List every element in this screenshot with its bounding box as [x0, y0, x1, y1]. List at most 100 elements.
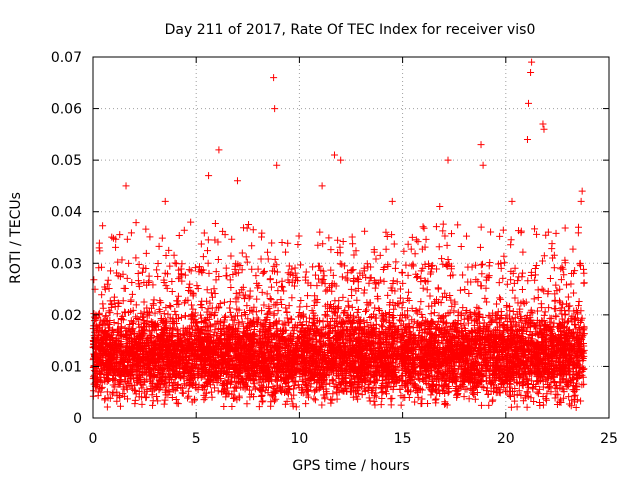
data-point [167, 303, 175, 311]
data-point [159, 380, 167, 388]
data-point [180, 226, 188, 234]
data-point [538, 257, 546, 265]
data-point [189, 305, 197, 313]
data-point [302, 268, 310, 276]
data-point [155, 242, 163, 250]
data-point [575, 324, 583, 332]
data-point [172, 311, 180, 319]
data-point [513, 391, 521, 399]
data-point [372, 280, 380, 288]
data-point [189, 312, 197, 320]
data-point [280, 368, 288, 376]
data-point [259, 397, 267, 405]
data-point [416, 376, 424, 384]
data-point [176, 368, 184, 376]
data-point [229, 271, 237, 278]
data-point [545, 304, 553, 312]
data-point [503, 311, 511, 319]
data-point [198, 297, 206, 305]
data-point [447, 296, 455, 304]
data-point [302, 400, 310, 408]
data-point [396, 294, 404, 302]
data-point [434, 284, 442, 292]
data-point [303, 325, 311, 333]
data-point [149, 281, 157, 289]
data-point [328, 376, 336, 384]
data-point [204, 305, 212, 313]
data-point [396, 285, 404, 293]
data-point [399, 279, 407, 287]
data-point [235, 318, 243, 326]
data-point [577, 328, 585, 336]
data-point [556, 285, 564, 293]
data-point [230, 394, 238, 402]
data-point [318, 401, 326, 409]
data-point [441, 399, 449, 407]
data-point [243, 302, 251, 310]
data-point [279, 320, 287, 328]
data-point [154, 260, 162, 268]
data-point [114, 299, 122, 307]
data-point [178, 260, 186, 268]
data-point [561, 310, 569, 318]
data-point [199, 253, 207, 261]
data-point [430, 382, 438, 390]
data-point [96, 247, 104, 255]
data-point [264, 309, 272, 317]
data-point [366, 274, 374, 282]
data-point [119, 270, 127, 278]
data-point [438, 381, 446, 389]
data-point [506, 392, 514, 400]
data-point [211, 384, 219, 392]
data-point [318, 277, 326, 285]
data-point [336, 260, 344, 268]
data-point [378, 321, 386, 329]
data-point [107, 267, 115, 275]
data-point [327, 246, 335, 254]
data-point [377, 401, 385, 409]
data-point [112, 243, 120, 251]
data-point [433, 265, 441, 273]
data-point [542, 395, 550, 403]
data-point [115, 299, 123, 307]
data-point [439, 227, 447, 235]
data-point [99, 304, 107, 312]
data-point [530, 397, 538, 405]
data-point [250, 380, 258, 388]
data-point [160, 276, 168, 284]
data-point [439, 293, 447, 301]
data-point [519, 248, 527, 256]
data-point [165, 246, 173, 254]
data-point [185, 392, 193, 400]
data-point [534, 286, 542, 294]
data-point [575, 298, 583, 306]
data-point [211, 309, 219, 317]
data-point [246, 386, 254, 394]
data-point [398, 269, 406, 277]
data-point [260, 301, 268, 309]
data-point [463, 232, 471, 240]
data-point [558, 263, 566, 271]
data-point [518, 336, 526, 344]
data-point [214, 238, 222, 246]
data-point [171, 307, 179, 315]
data-point [207, 311, 215, 319]
data-point [295, 232, 303, 240]
data-point [123, 274, 131, 282]
data-point [192, 384, 200, 392]
data-point [523, 311, 531, 319]
data-point [222, 264, 230, 272]
data-point [511, 397, 519, 405]
data-point [467, 278, 475, 286]
data-point [228, 235, 236, 243]
data-point [426, 292, 434, 300]
data-point [231, 394, 239, 402]
data-point [287, 315, 295, 323]
data-point [477, 401, 485, 409]
data-point [355, 275, 363, 283]
data-point [474, 278, 482, 286]
data-point [197, 240, 205, 248]
data-point [578, 381, 586, 389]
data-point [530, 295, 538, 303]
data-point [580, 380, 588, 388]
